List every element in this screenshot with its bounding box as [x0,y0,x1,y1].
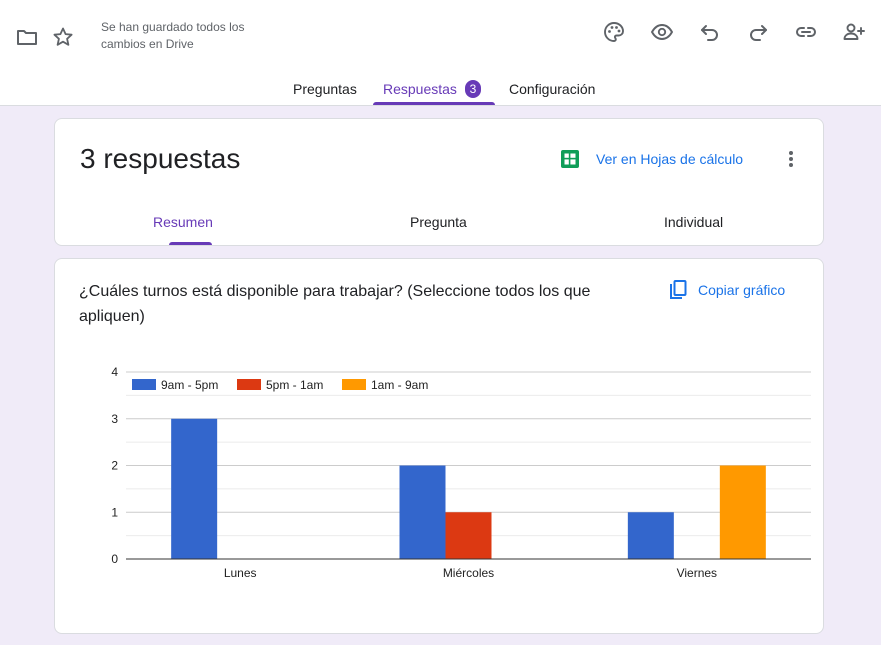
subtab-individual[interactable]: Individual [664,214,724,230]
view-in-sheets-button[interactable]: Ver en Hojas de cálculo [560,149,743,169]
bar-2-1 [399,465,446,559]
main-tabs: Preguntas Respuestas 3 Configuración [0,72,881,106]
legend-swatch [237,379,261,390]
y-tick-label: 1 [111,505,118,519]
question-card: ¿Cuáles turnos está disponible para trab… [54,258,824,634]
y-tick-label: 4 [111,365,118,379]
copy-chart-label: Copiar gráfico [698,282,786,298]
bar-1-1 [171,418,218,559]
copy-icon [670,280,687,299]
legend-label: 5pm - 1am [266,378,323,392]
eye-icon[interactable] [650,20,674,44]
copy-chart-button[interactable]: Copiar gráfico [668,279,785,301]
bar-2-2 [445,512,492,559]
x-tick-label: Viernes [677,566,717,580]
folder-icon[interactable] [15,25,39,49]
view-in-sheets-label: Ver en Hojas de cálculo [596,151,744,167]
y-tick-label: 0 [111,552,118,566]
y-tick-label: 3 [111,412,118,426]
sheets-icon [561,150,579,168]
tab-active-indicator [373,102,495,105]
legend-label: 9am - 5pm [161,378,218,392]
undo-icon[interactable] [698,20,722,44]
summary-card: 3 respuestas Ver en Hojas de cálculo Res… [54,118,824,246]
x-tick-label: Miércoles [443,566,494,580]
subtab-active-indicator [169,242,212,245]
legend-label: 1am - 9am [371,378,428,392]
tab-settings[interactable]: Configuración [509,72,595,106]
subtab-question[interactable]: Pregunta [410,214,467,230]
tab-responses[interactable]: Respuestas 3 [383,72,481,106]
tab-responses-label: Respuestas [383,81,457,97]
legend-swatch [342,379,366,390]
bar-chart: 0 1 2 3 4 Lunes Miércoles Viernes 9am - 5pm 5pm -… [111,365,811,580]
question-text: ¿Cuáles turnos está disponible para trab… [79,283,591,325]
redo-icon[interactable] [746,20,770,44]
x-tick-label: Lunes [224,566,257,580]
palette-icon[interactable] [602,20,626,44]
bar-3-1 [627,512,674,559]
more-options-icon[interactable] [781,147,801,171]
responses-title: 3 respuestas [80,143,241,174]
legend-swatch [132,379,156,390]
save-status: Se han guardado todos los cambios en Dri… [101,20,245,51]
tab-questions-label: Preguntas [293,81,357,97]
tab-questions[interactable]: Preguntas [293,72,357,106]
responses-count-badge: 3 [464,80,481,98]
subtab-summary[interactable]: Resumen [153,214,213,230]
bar-3-3 [719,465,766,559]
star-icon[interactable] [51,25,75,49]
link-icon[interactable] [794,20,818,44]
top-bar: Se han guardado todos los cambios en Dri… [0,0,881,106]
tab-settings-label: Configuración [509,81,596,97]
add-person-icon[interactable] [842,20,866,44]
y-tick-label: 2 [111,459,118,473]
